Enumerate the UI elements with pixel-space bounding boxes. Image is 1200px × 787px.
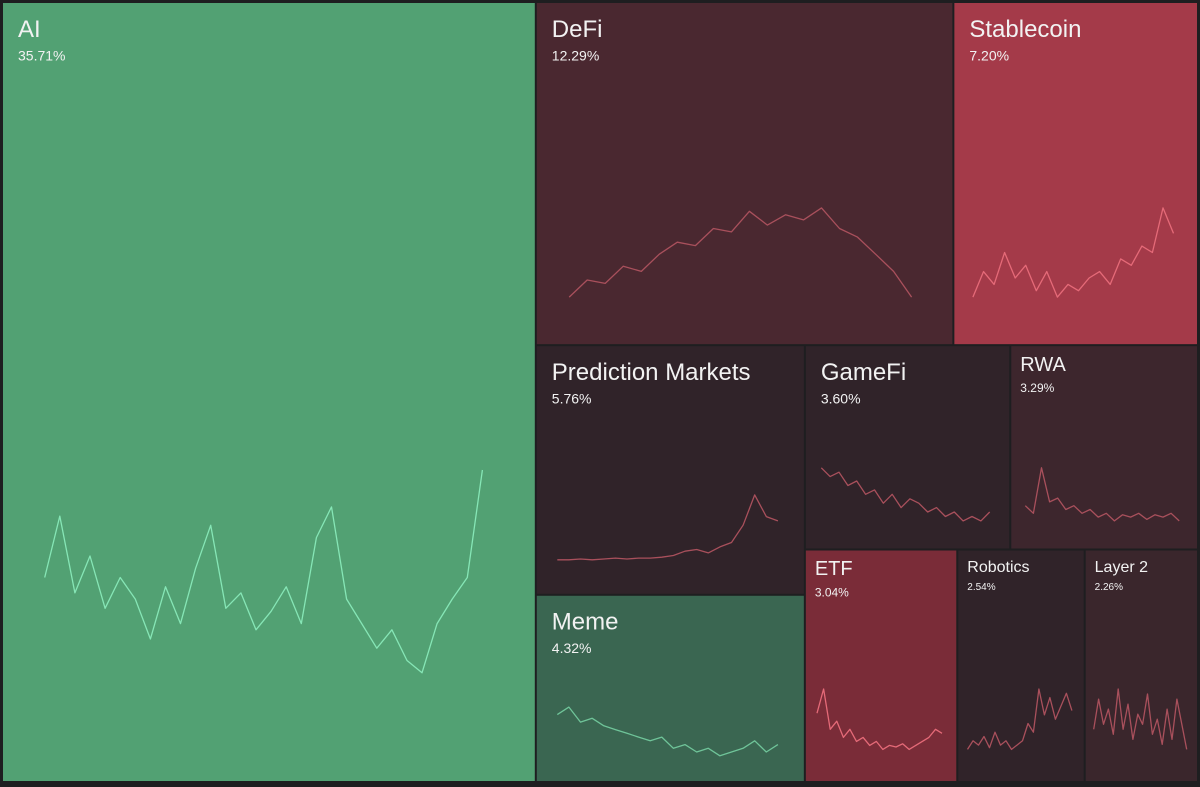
tile-value-label: 2.54% — [967, 582, 995, 593]
tile — [1011, 346, 1197, 549]
sparkline — [816, 688, 943, 751]
tile-label: Prediction Markets — [552, 359, 751, 386]
tile-value-label: 35.71% — [18, 47, 65, 63]
sparkline — [1024, 467, 1180, 522]
tile — [805, 550, 957, 781]
tile — [954, 3, 1197, 345]
tile-value-label: 2.26% — [1095, 582, 1123, 593]
tile-value-label: 3.04% — [815, 585, 849, 599]
tile-label: Stablecoin — [969, 16, 1081, 43]
tile — [536, 3, 953, 345]
sparkline — [556, 706, 779, 757]
sparkline — [972, 207, 1175, 298]
sparkline — [820, 467, 991, 522]
tile-value-label: 5.76% — [552, 391, 592, 407]
tile-label: DeFi — [552, 16, 603, 43]
tile-value-label: 7.20% — [969, 47, 1009, 63]
tile — [536, 346, 804, 594]
tile-label: Layer 2 — [1095, 559, 1148, 576]
tile — [3, 3, 535, 781]
tile-label: Robotics — [967, 559, 1029, 576]
tile-label: ETF — [815, 558, 853, 580]
sparkline — [966, 688, 1073, 751]
sparkline — [44, 469, 484, 674]
tile — [536, 595, 804, 781]
sparkline — [568, 207, 913, 298]
tile-label: AI — [18, 16, 41, 43]
tile-value-label: 3.60% — [821, 391, 861, 407]
tile-label: GameFi — [821, 359, 906, 386]
tile-label: Meme — [552, 609, 619, 636]
sparkline — [557, 494, 779, 561]
tile-label: RWA — [1020, 354, 1066, 376]
tile-value-label: 4.32% — [552, 640, 592, 656]
tile-value-label: 12.29% — [552, 47, 599, 63]
tile — [1085, 550, 1197, 781]
tile-value-label: 3.29% — [1020, 381, 1054, 395]
tile — [805, 346, 1010, 549]
sparkline — [1093, 688, 1188, 750]
